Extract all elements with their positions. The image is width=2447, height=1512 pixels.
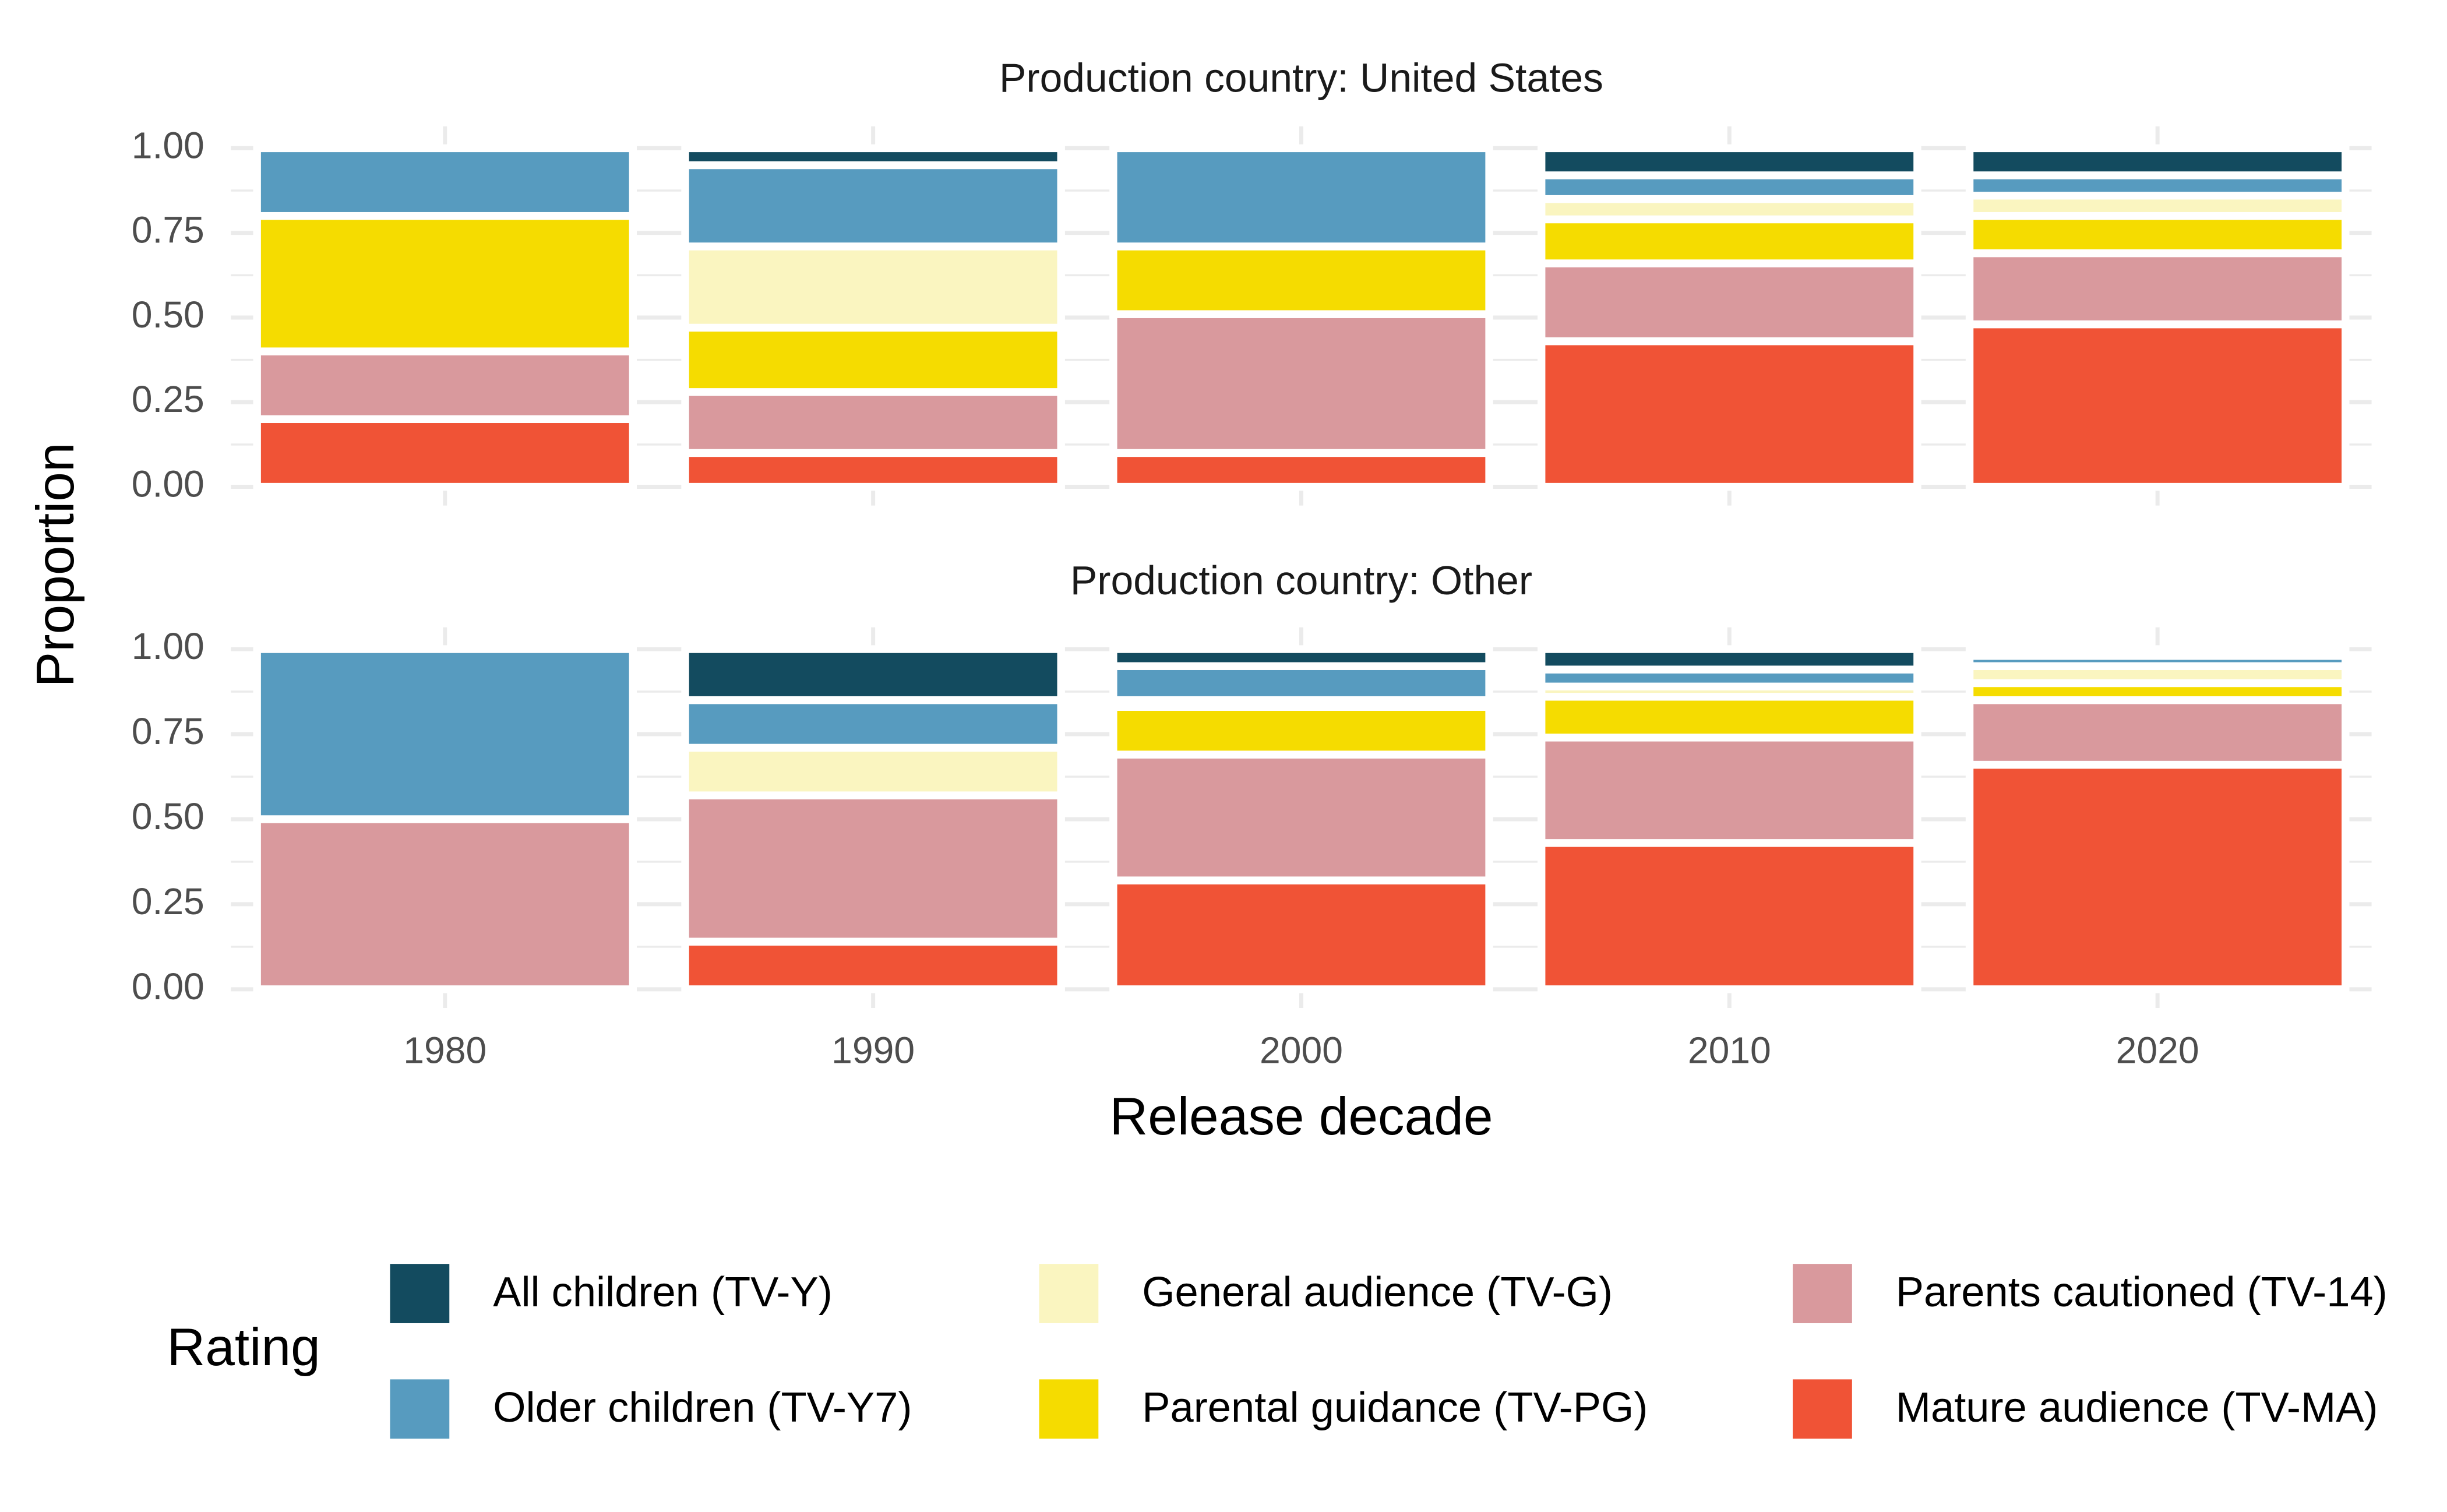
- legend-label: All children (TV-Y): [493, 1269, 833, 1316]
- bar-segment: [1538, 645, 1921, 674]
- legend-key: [1039, 1379, 1099, 1439]
- bar-segment: [681, 323, 1065, 396]
- bar-segment: [1109, 449, 1493, 491]
- bar-segment: [1109, 144, 1493, 251]
- legend-key: [390, 1379, 450, 1439]
- y-axis-title: Proportion: [26, 442, 85, 687]
- bar-segment: [681, 743, 1065, 799]
- bar-segment: [1538, 839, 1921, 993]
- bar-segment: [1538, 337, 1921, 491]
- x-tick-label: 2010: [1688, 1030, 1771, 1072]
- y-tick-label: 0.50: [132, 795, 204, 837]
- bar-segment: [253, 645, 637, 823]
- legend-label: General audience (TV-G): [1142, 1269, 1613, 1316]
- bar-segment: [1965, 249, 2350, 329]
- legend-label: Parental guidance (TV-PG): [1142, 1384, 1648, 1431]
- bar-segment: [1965, 645, 2350, 660]
- y-tick-label: 1.00: [132, 625, 204, 667]
- x-axis-title: Release decade: [1109, 1087, 1493, 1146]
- bar-segment: [1109, 750, 1493, 884]
- legend-key: [390, 1264, 450, 1323]
- bar-segment: [253, 415, 637, 491]
- bar-segment: [1109, 242, 1493, 318]
- bar-segment: [1109, 645, 1493, 670]
- bar-segment: [681, 144, 1065, 170]
- x-tick-label: 2000: [1260, 1030, 1343, 1072]
- bar-segment: [1109, 662, 1493, 704]
- bar-segment: [1965, 212, 2350, 258]
- legend-label: Parents cautioned (TV-14): [1896, 1269, 2388, 1316]
- bar-segment: [1965, 320, 2350, 491]
- bar-segment: [1109, 703, 1493, 759]
- y-tick-label: 0.25: [132, 880, 204, 922]
- bar-segment: [1965, 144, 2350, 179]
- legend-key: [1793, 1379, 1852, 1439]
- legend-title: Rating: [167, 1318, 320, 1377]
- bar-segment: [1109, 310, 1493, 457]
- legend-label: Mature audience (TV-MA): [1896, 1384, 2378, 1431]
- facet-title: Production country: Other: [1070, 558, 1532, 603]
- bar-segment: [253, 815, 637, 993]
- bar-segment: [253, 144, 637, 220]
- bar-segment: [681, 161, 1065, 251]
- bar-segment: [681, 791, 1065, 946]
- bar-segment: [681, 242, 1065, 332]
- bar-segment: [253, 212, 637, 355]
- x-tick-label: 2020: [2116, 1030, 2199, 1072]
- x-tick-label: 1990: [831, 1030, 915, 1072]
- bar-segment: [1538, 144, 1921, 179]
- bar-segment: [681, 696, 1065, 752]
- y-tick-label: 0.50: [132, 294, 204, 336]
- bar-segment: [253, 347, 637, 424]
- bar-segment: [1538, 693, 1921, 742]
- y-tick-label: 0.75: [132, 209, 204, 251]
- bar-segment: [1965, 760, 2350, 993]
- bar-segment: [681, 449, 1065, 491]
- x-tick-label: 1980: [403, 1030, 486, 1072]
- y-tick-label: 0.00: [132, 463, 204, 505]
- y-tick-label: 0.00: [132, 965, 204, 1007]
- y-tick-label: 0.75: [132, 710, 204, 752]
- facet-title: Production country: United States: [999, 55, 1603, 101]
- bar-segment: [1109, 876, 1493, 993]
- bar-segment: [681, 388, 1065, 457]
- y-tick-label: 0.25: [132, 378, 204, 420]
- bar-segment: [1538, 259, 1921, 346]
- bar-segment: [1538, 215, 1921, 267]
- bar-segment: [1965, 696, 2350, 769]
- bar-segment: [1538, 734, 1921, 847]
- bar-segment: [681, 645, 1065, 704]
- legend-key: [1039, 1264, 1099, 1323]
- y-tick-label: 1.00: [132, 124, 204, 166]
- bar-segment: [681, 937, 1065, 993]
- legend-key: [1793, 1264, 1852, 1323]
- legend-label: Older children (TV-Y7): [493, 1384, 912, 1431]
